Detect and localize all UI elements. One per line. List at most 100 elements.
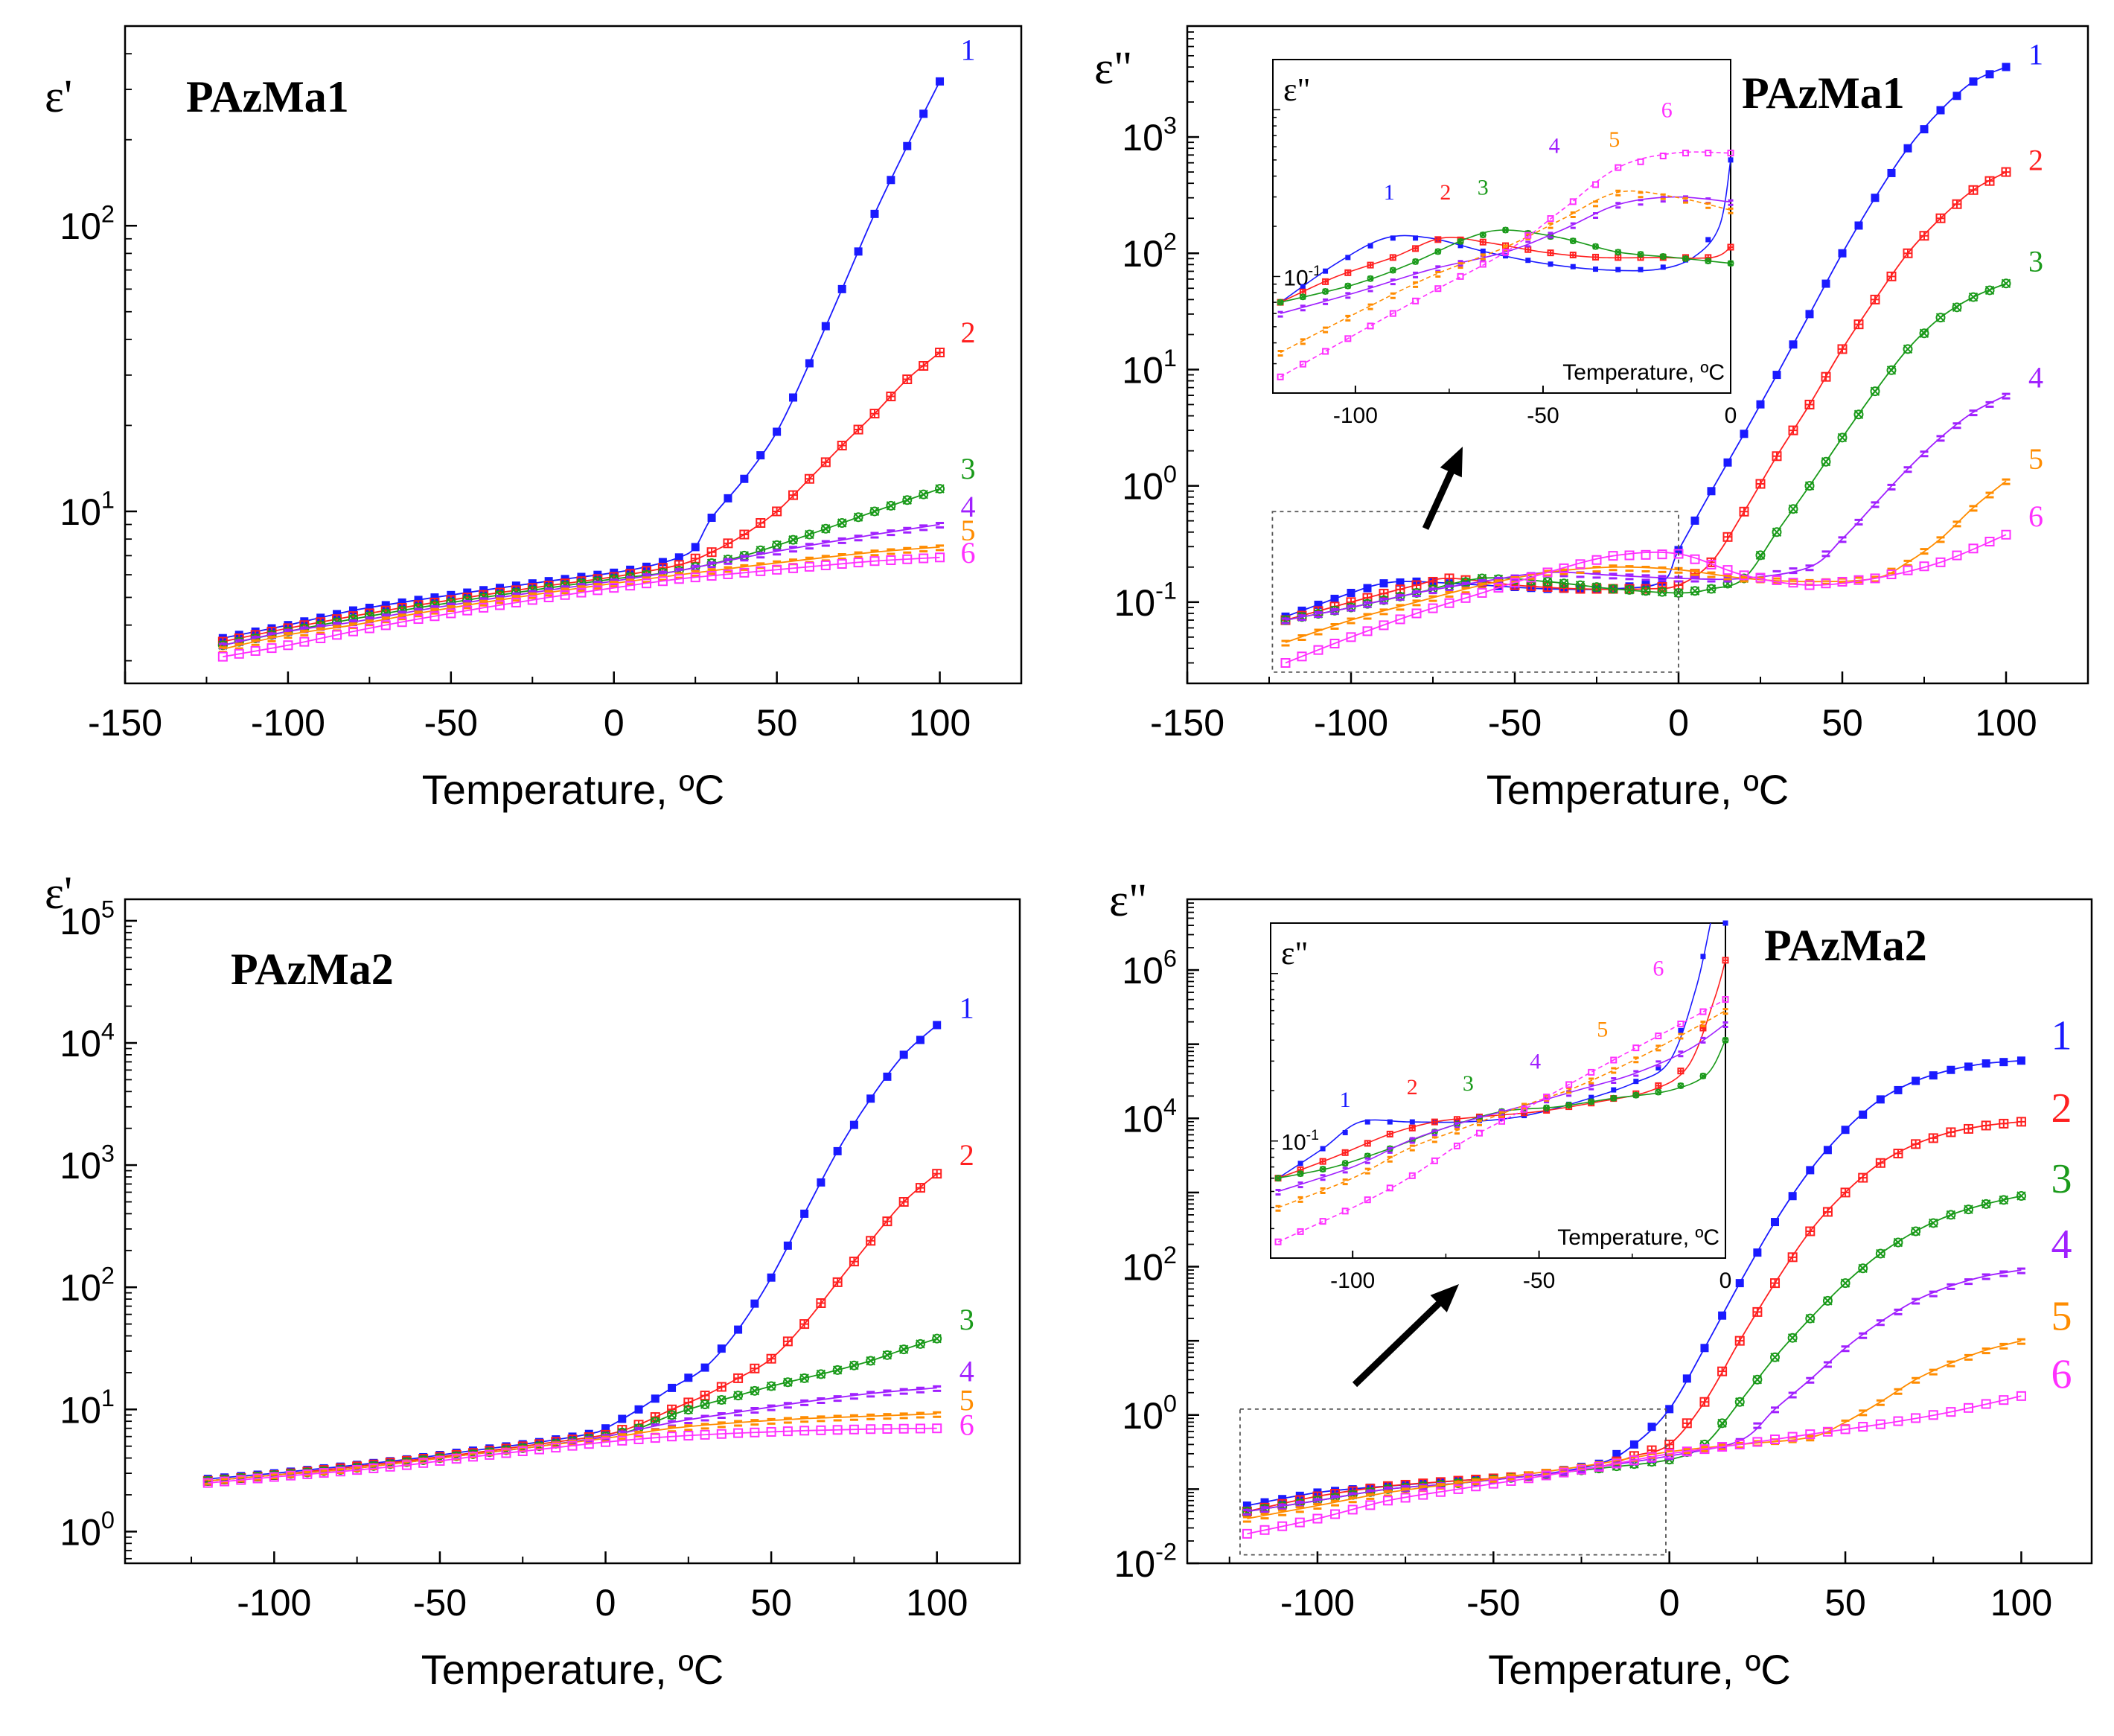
inset-data-point-ring [1677, 1082, 1685, 1089]
data-point-x [1717, 1418, 1727, 1429]
data-point [1982, 1059, 1990, 1068]
data-point [429, 611, 440, 622]
data-point [706, 571, 717, 581]
data-point [1770, 1352, 1781, 1362]
data-point [1706, 584, 1717, 594]
inset-data-point-ring [1615, 249, 1622, 256]
data-point [1734, 1397, 1745, 1407]
data-point-ring [882, 1350, 892, 1360]
data-point [1690, 586, 1700, 596]
inset-data-point [1611, 1087, 1617, 1093]
data-point [849, 1257, 859, 1267]
data-point [1919, 231, 1929, 241]
inset-data-point [1566, 1090, 1572, 1097]
data-point [772, 564, 782, 575]
data-point [462, 605, 473, 616]
data-point [684, 1373, 693, 1382]
data-point [2002, 63, 2011, 71]
inset-data-point [1409, 1119, 1415, 1125]
data-point [1919, 561, 1929, 572]
data-point [1641, 574, 1650, 581]
data-point-x [667, 1410, 677, 1420]
data-point [1734, 1335, 1745, 1346]
inset-data-point [1277, 350, 1283, 357]
data-point [1383, 1490, 1392, 1497]
data-point [511, 595, 520, 602]
data-point [700, 1363, 709, 1372]
inset-data-point [1615, 202, 1621, 209]
data-point [316, 627, 325, 634]
data-point [882, 1216, 892, 1227]
data-point-ring [1477, 573, 1487, 584]
inset-data-point [1454, 1128, 1460, 1135]
data-point [1981, 1120, 1991, 1131]
data-point [1871, 575, 1880, 583]
data-point [1330, 623, 1339, 631]
data-point-cross [1838, 345, 1847, 354]
inset-data-point-x [1615, 249, 1621, 255]
data-point [577, 585, 586, 593]
data-point-ring [1717, 1418, 1728, 1429]
x-tick-label: -50 [424, 702, 478, 744]
inset-data-point-cross [1413, 246, 1419, 252]
data-point-x [799, 1373, 809, 1383]
inset-data-point-cross [1728, 244, 1734, 250]
data-point [899, 1412, 908, 1420]
series-label: 1 [2028, 38, 2043, 71]
inset-data-point [1322, 278, 1329, 285]
series-6: 6 [202, 1408, 974, 1488]
inset-data-point [1434, 236, 1442, 243]
data-point [817, 1397, 826, 1404]
data-point-x [849, 1361, 859, 1370]
series-label: 5 [2051, 1294, 2072, 1340]
series-6: 6 [1280, 500, 2043, 668]
inset-data-point [1633, 1079, 1639, 1085]
zoom-arrow [1352, 1297, 1446, 1388]
data-point [716, 1395, 727, 1405]
data-point [1968, 292, 1979, 302]
data-point-cross [658, 564, 667, 572]
data-point [1297, 614, 1306, 622]
y-tick-label: 100 [1122, 1390, 1177, 1437]
data-point [634, 1430, 643, 1437]
inset-data-point [1364, 1157, 1370, 1164]
y-tick-label: 103 [60, 1140, 115, 1187]
data-point-x [700, 1400, 710, 1409]
data-point [250, 645, 261, 656]
inset-data-point-ring [1659, 252, 1667, 260]
inset-data-point [1480, 248, 1486, 254]
data-point [1297, 606, 1306, 615]
data-point [772, 506, 782, 517]
data-point [1608, 584, 1618, 594]
data-point-x [898, 1344, 909, 1354]
data-point-ring [1837, 433, 1848, 443]
data-point [495, 597, 504, 604]
inset-data-point [1705, 258, 1712, 265]
data-point-cross [734, 1373, 743, 1382]
data-point [700, 1400, 710, 1410]
data-point [651, 1394, 660, 1403]
data-point-ring [820, 523, 831, 534]
inset-data-point [1480, 253, 1486, 261]
data-point [1870, 573, 1880, 584]
data-point [381, 601, 390, 610]
data-point [707, 561, 716, 569]
inset-data-point-ring [1457, 237, 1464, 245]
data-point [903, 141, 912, 150]
series-label: 4 [2051, 1222, 2072, 1268]
data-point-cross [1841, 1188, 1850, 1197]
y-tick-label: 101 [60, 1385, 115, 1432]
data-point [1912, 1376, 1920, 1384]
data-point-cross [936, 348, 945, 357]
data-point [601, 1437, 611, 1447]
inset-data-point [1655, 1065, 1661, 1070]
inset-data-point-cross [1387, 1131, 1393, 1137]
data-point [767, 1404, 776, 1411]
data-point [1609, 572, 1618, 580]
inset-data-point-x [1677, 1082, 1685, 1089]
plot-frame [124, 898, 1021, 1565]
data-point-cross [1871, 295, 1880, 304]
inset-data-point [1593, 267, 1599, 272]
inset-data-point [1588, 1083, 1594, 1091]
data-point [1722, 565, 1733, 575]
